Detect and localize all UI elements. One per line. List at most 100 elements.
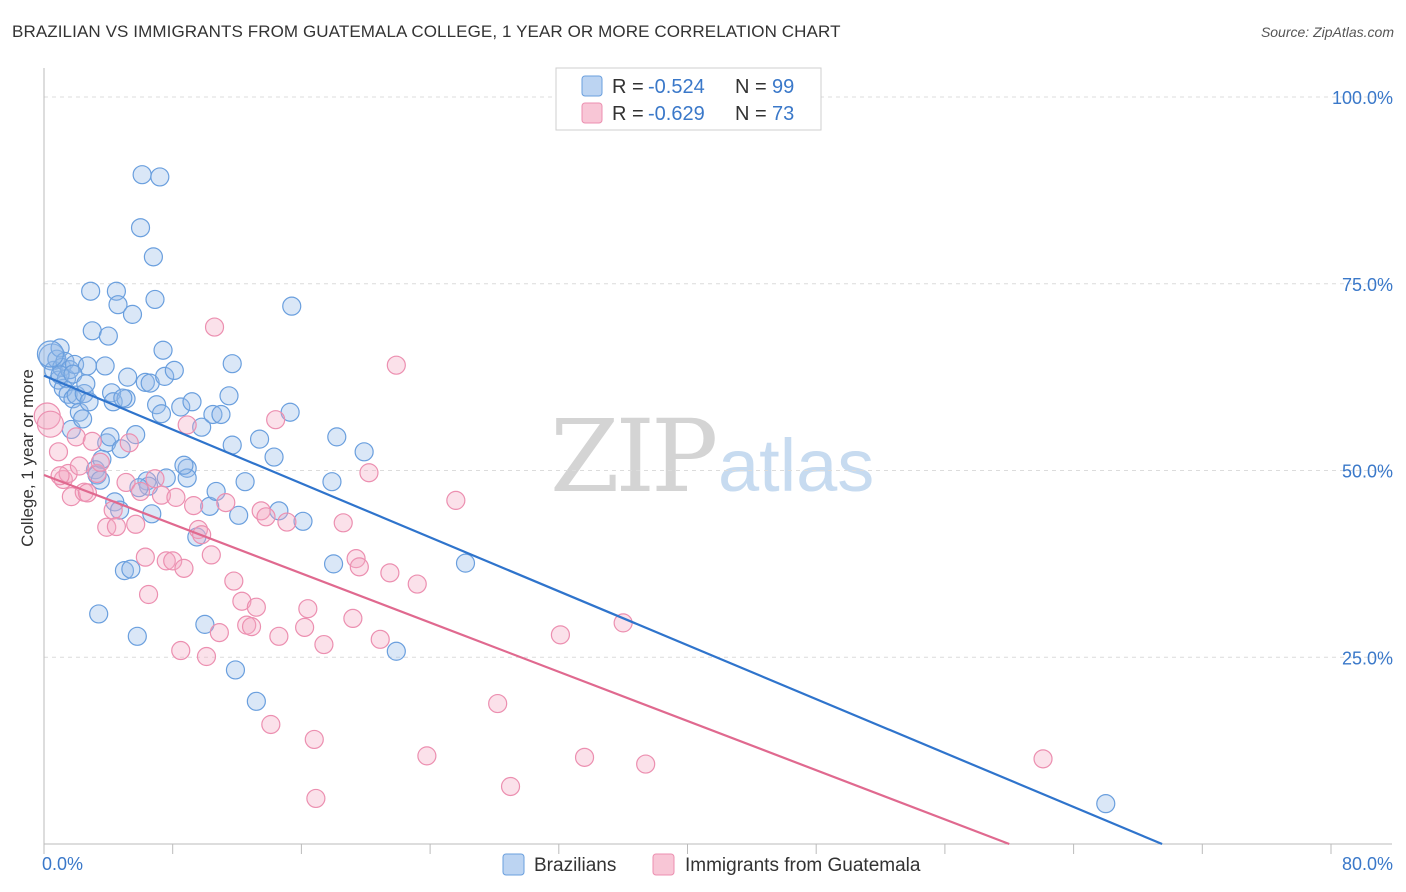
brazilians-point-56 [155, 366, 175, 386]
series-legend-swatch-guatemala [652, 853, 675, 876]
brazilians-point-29 [100, 427, 120, 447]
guatemala-point-50 [306, 788, 326, 809]
guatemala-point-9 [77, 483, 98, 503]
guatemala-point-72 [256, 507, 276, 527]
guatemala-point-5 [61, 487, 81, 507]
brazilians-point-75 [249, 429, 270, 449]
guatemala-point-69 [1033, 749, 1053, 769]
brazilians-point-70 [222, 354, 242, 374]
guatemala-point-33 [201, 545, 221, 565]
guatemala-point-22 [151, 485, 172, 505]
guatemala-point-52 [333, 513, 353, 533]
guatemala-point-49 [304, 729, 324, 750]
guatemala-point-21 [138, 584, 159, 605]
guatemala-point-13 [97, 517, 117, 537]
legend-r-label-blue: R = [612, 76, 644, 98]
trend-lines [43, 374, 1163, 846]
watermark-zip: ZIP [550, 398, 715, 515]
guatemala-point-28 [177, 415, 197, 435]
brazilians-point-96 [235, 472, 255, 492]
guatemala-point-45 [269, 626, 289, 646]
brazilians-point-74 [246, 691, 266, 711]
brazilians-point-68 [211, 404, 231, 425]
x-tick-label-1: 80.0% [1342, 854, 1393, 874]
guatemala-point-24 [163, 551, 183, 571]
guatemala-point-65 [550, 625, 571, 645]
brazilians-point-41 [122, 304, 143, 324]
guatemala-point-15 [106, 516, 126, 537]
guatemala-point-7 [69, 456, 89, 476]
brazilians-point-83 [386, 641, 406, 661]
brazilians-point-84 [455, 553, 476, 573]
guatemala-point-25 [166, 487, 186, 507]
guatemala-point-35 [209, 622, 229, 643]
brazilians-point-77 [282, 296, 302, 316]
brazilians-trend-line [43, 374, 1163, 846]
guatemala-point-59 [386, 355, 406, 375]
guatemala-point-6 [66, 427, 86, 447]
y-axis-label: College, 1 year or more [18, 369, 37, 547]
guatemala-point-64 [500, 776, 521, 797]
guatemala-point-17 [119, 433, 139, 453]
y-tick-label-2: 50.0% [1342, 462, 1393, 482]
brazilians-point-81 [327, 427, 347, 447]
brazilians-point-62 [182, 392, 202, 412]
legend-n-value-pink: 73 [772, 103, 794, 125]
guatemala-point-63 [488, 693, 508, 714]
guatemala-point-47 [295, 617, 315, 637]
brazilians-point-34 [108, 295, 128, 315]
brazilians-point-26 [95, 356, 115, 376]
watermark-atlas: atlas [718, 424, 874, 507]
guatemala-point-57 [370, 629, 390, 649]
source-credit: Source: ZipAtlas.com [1260, 24, 1394, 40]
guatemala-point-58 [380, 563, 400, 583]
guatemala-point-12 [90, 452, 110, 472]
brazilians-point-52 [145, 289, 165, 310]
brazilians-point-93 [151, 404, 172, 424]
guatemala-point-29 [184, 496, 204, 516]
brazilians-point-90 [92, 449, 112, 469]
brazilians-point-79 [322, 472, 342, 492]
guatemala-point-66 [574, 747, 595, 767]
stats-legend: R = -0.524 N = 99 R = -0.629 N = 73 [555, 67, 822, 131]
guatemala-point-53 [343, 608, 363, 629]
x-tick-label-0: 0.0% [42, 854, 83, 874]
brazilians-point-94 [174, 455, 194, 475]
brazilians-point-59 [171, 397, 191, 417]
guatemala-point-48 [298, 599, 318, 619]
brazilians-point-72 [225, 660, 246, 680]
y-tick-label-3: 25.0% [1342, 648, 1393, 668]
guatemala-point-68 [636, 754, 656, 774]
legend-swatch-pink [581, 102, 603, 124]
series-legend-label-brazilians: Brazilians [534, 855, 616, 876]
brazilians-point-16 [73, 409, 93, 429]
brazilians-point-37 [114, 560, 135, 581]
guatemala-point-34 [204, 317, 225, 337]
guatemala-point-1 [36, 410, 65, 438]
guatemala-point-51 [314, 634, 334, 655]
brazilians-point-54 [150, 167, 170, 187]
guatemala-point-11 [87, 463, 107, 484]
brazilians-point-24 [89, 604, 109, 624]
guatemala-point-61 [417, 746, 437, 766]
guatemala-point-62 [446, 490, 466, 510]
chart-title: BRAZILIAN VS IMMIGRANTS FROM GUATEMALA C… [12, 22, 841, 41]
x-tick-labels: 0.0% 80.0% [42, 854, 1393, 874]
brazilians-point-58 [164, 360, 184, 381]
legend-n-value-blue: 99 [772, 76, 794, 98]
guatemala-trend-line [43, 473, 1010, 846]
guatemala-point-10 [82, 431, 102, 451]
brazilians-point-86 [36, 340, 65, 368]
series-legend: Brazilians Immigrants from Guatemala [502, 853, 921, 876]
legend-r-label-pink: R = [612, 103, 644, 125]
series-legend-label-guatemala: Immigrants from Guatemala [685, 855, 921, 876]
brazilians-point-85 [1096, 794, 1116, 814]
brazilians-point-53 [147, 395, 167, 415]
brazilians-point-55 [153, 340, 173, 360]
brazilians-point-51 [143, 247, 163, 267]
brazilians-point-67 [203, 404, 223, 425]
guatemala-point-46 [277, 512, 297, 532]
brazilians-point-80 [323, 554, 344, 574]
guatemala-point-23 [156, 551, 176, 571]
brazilians-point-65 [195, 614, 215, 634]
